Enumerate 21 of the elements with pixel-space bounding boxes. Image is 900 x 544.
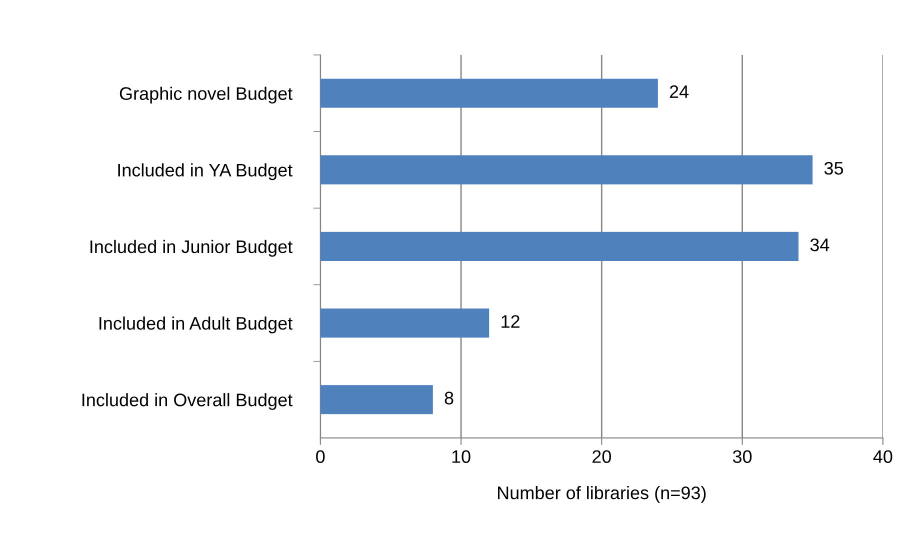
y-tick-label: Graphic novel Budget [120,86,292,104]
data-label: 35 [824,162,844,175]
x-tick-label: 0 [316,450,325,463]
bar [320,155,813,184]
y-tick-label: Included in Junior Budget [90,240,293,257]
data-label: 12 [502,315,520,328]
data-label: 24 [670,85,689,98]
data-label: 34 [810,238,830,252]
y-tick-label: Included in Adult Budget [100,316,292,334]
y-tick-label: Included in Overall Budget [82,393,293,410]
x-tick-label: 10 [452,450,470,463]
bar [320,232,799,261]
data-label: 8 [444,392,454,404]
x-tick-label: 30 [732,450,752,463]
bar [320,78,658,108]
x-tick-label: 20 [592,450,611,463]
bar [320,308,490,338]
x-axis-title: Number of libraries (n=93) [498,486,706,503]
x-tick-label: 40 [873,450,892,463]
bar [320,385,433,414]
y-tick-label: Included in YA Budget [118,163,292,180]
